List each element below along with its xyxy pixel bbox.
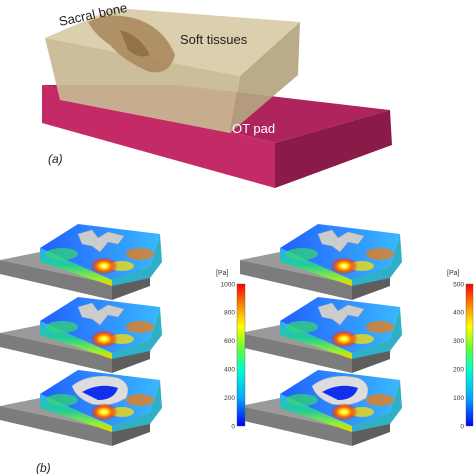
bone-cavity: [322, 385, 358, 400]
pressure-patch: [46, 321, 78, 333]
pressure-hotspot: [90, 403, 118, 421]
contour-model: [240, 297, 402, 373]
contour-model: [0, 224, 162, 300]
pad-front: [0, 260, 112, 300]
pressure-patch: [126, 321, 154, 333]
panel-a: Sacral bone Soft tissues OT pad (a): [42, 0, 392, 188]
panel-a-label: (a): [48, 152, 63, 166]
sacral-bone-section: [317, 229, 365, 253]
colorbar-2-unit: [Pa]: [447, 270, 460, 277]
soft-tissue-side: [230, 22, 300, 133]
tissue-side: [352, 307, 402, 359]
pad-front: [240, 260, 352, 300]
sacral-bone-section: [77, 229, 125, 253]
pad-front: [240, 406, 352, 446]
pressure-hotspot: [330, 257, 358, 275]
ot-pad-front: [42, 85, 275, 188]
colorbar-tick-label: 100: [453, 395, 464, 402]
sacral-bone-section: [317, 302, 365, 326]
sacral-bone-detail: [120, 30, 150, 57]
pressure-patch: [126, 394, 154, 406]
sacral-bone-section: [77, 302, 125, 326]
pressure-patch: [366, 321, 394, 333]
pad-front: [0, 406, 112, 446]
contour-model: [240, 224, 402, 300]
tissue-side: [352, 380, 402, 432]
soft-tissues-label: Soft tissues: [180, 32, 248, 47]
pressure-patch: [286, 321, 318, 333]
colorbar-2-ticks: 500 400 300 200 100 0: [453, 281, 464, 430]
contour-model: [0, 297, 162, 373]
pressure-hotspot: [330, 330, 358, 348]
colorbar-tick-label: 500: [453, 281, 464, 288]
pressure-patch: [46, 248, 78, 260]
contour-model: [0, 370, 162, 446]
contour-model: [240, 370, 402, 446]
pressure-hotspot: [90, 257, 118, 275]
pressure-patch: [366, 394, 394, 406]
pressure-hotspot: [90, 330, 118, 348]
pressure-patch: [46, 394, 78, 406]
colorbar-tick-label: 200: [224, 395, 235, 402]
contour-models: [0, 224, 402, 446]
colorbar-2: [Pa] 500 400 300 200 100 0: [447, 270, 474, 430]
pad-front: [240, 333, 352, 373]
soft-tissue-front: [45, 38, 240, 133]
ot-pad-label: OT pad: [232, 121, 275, 136]
ot-pad-side: [275, 110, 392, 188]
colorbar-2-bar: [465, 283, 474, 427]
colorbar-tick-label: 200: [453, 367, 464, 374]
tissue-side: [112, 307, 162, 359]
pressure-patch: [286, 248, 318, 260]
colorbar-1: [Pa] 1000 800 600 400 200 0: [216, 270, 246, 430]
tissue-side: [112, 380, 162, 432]
colorbar-tick-label: 400: [453, 310, 464, 317]
colorbar-1-unit: [Pa]: [216, 270, 229, 277]
colorbar-tick-label: 0: [231, 423, 235, 430]
pressure-hotspot: [330, 403, 358, 421]
colorbar-1-bar: [236, 283, 246, 427]
colorbar-tick-label: 800: [224, 310, 235, 317]
panel-b-label: (b): [36, 461, 51, 474]
colorbar-tick-label: 0: [460, 423, 464, 430]
tissue-side: [112, 234, 162, 286]
colorbar-tick-label: 400: [224, 367, 235, 374]
pressure-patch: [366, 248, 394, 260]
colorbar-tick-label: 1000: [221, 281, 236, 288]
pressure-patch: [126, 248, 154, 260]
colorbar-tick-label: 300: [453, 338, 464, 345]
pad-front: [0, 333, 112, 373]
tissue-side: [352, 234, 402, 286]
pressure-patch: [286, 394, 318, 406]
bone-cavity: [82, 385, 118, 400]
colorbar-tick-label: 600: [224, 338, 235, 345]
colorbar-1-ticks: 1000 800 600 400 200 0: [221, 281, 236, 430]
